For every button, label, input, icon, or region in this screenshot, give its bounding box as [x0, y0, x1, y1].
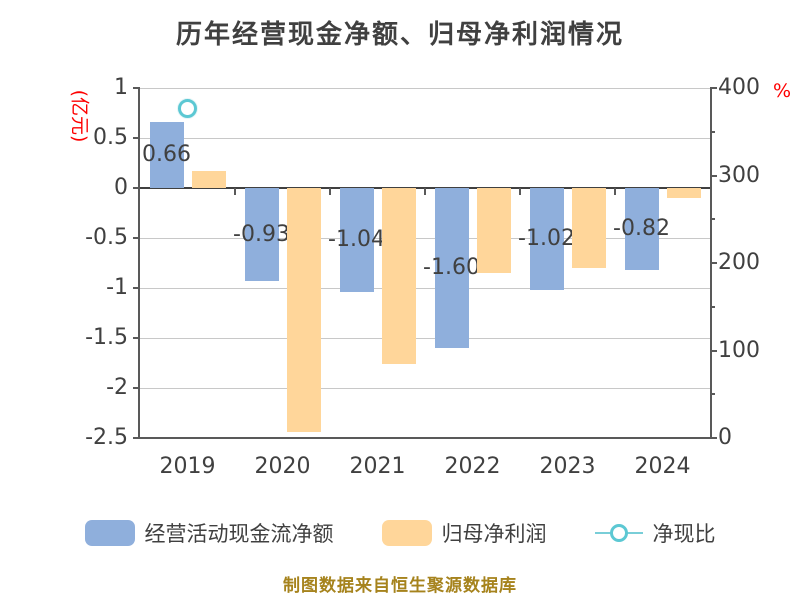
- x-axis-tick: [424, 188, 426, 195]
- right-axis-tick: [710, 349, 717, 352]
- bar-operating-cash-flow: [624, 188, 659, 270]
- bar-net-profit: [191, 171, 226, 188]
- bar-operating-cash-flow: [434, 188, 469, 348]
- bar-operating-cash-flow: [244, 188, 279, 281]
- left-axis-tick-label: -2: [106, 375, 128, 400]
- left-axis-tick-label: -1.5: [85, 325, 128, 350]
- bar-operating-cash-flow: [529, 188, 564, 290]
- x-axis-year-label: 2019: [159, 454, 216, 479]
- grid-line: [140, 87, 710, 89]
- right-axis-minor-tick: [710, 130, 715, 133]
- bar-operating-cash-flow: [149, 122, 184, 188]
- grid-line: [140, 287, 710, 289]
- left-axis-tick: [133, 337, 140, 339]
- legend-item-net-cash-ratio: 净现比: [594, 518, 716, 548]
- bar-value-label: 0.66: [142, 142, 191, 167]
- bar-net-profit: [666, 188, 701, 198]
- left-axis-tick: [133, 187, 140, 189]
- grid-line: [140, 137, 710, 139]
- grid-line: [140, 387, 710, 389]
- legend-label-net-cash-ratio: 净现比: [652, 522, 716, 546]
- bar-net-profit: [286, 188, 321, 432]
- right-axis-tick-label: 100: [718, 337, 760, 363]
- right-axis-tick: [710, 262, 717, 264]
- right-axis-tick-label: 400: [718, 75, 760, 100]
- grid-line: [140, 237, 710, 239]
- bar-value-label: -0.93: [233, 221, 290, 247]
- x-axis-tick: [614, 188, 616, 195]
- right-axis-spine: [710, 87, 712, 439]
- ratio-marker-icon: [609, 524, 628, 542]
- left-axis-tick-label: -2.5: [85, 425, 128, 450]
- bar-value-label: -1.02: [518, 226, 575, 251]
- left-axis-tick-label: -1: [106, 275, 128, 300]
- legend-label-operating-cash-flow: 经营活动现金流净额: [144, 522, 334, 546]
- left-axis-tick-label: 0: [114, 175, 128, 200]
- x-axis-year-label: 2020: [254, 454, 311, 479]
- blue-bar-swatch-icon: [84, 520, 135, 546]
- right-axis-tick: [710, 174, 717, 177]
- right-axis-tick-label: 200: [718, 250, 760, 275]
- left-axis-tick: [133, 287, 140, 289]
- x-axis-year-label: 2024: [634, 454, 691, 479]
- right-axis-minor-tick: [710, 218, 715, 221]
- right-axis-tick-label: 0: [718, 425, 732, 450]
- x-axis-tick: [519, 188, 521, 195]
- legend-label-net-profit: 归母净利润: [441, 522, 547, 546]
- data-source-caption: 制图数据来自恒生聚源数据库: [283, 576, 517, 596]
- left-axis-tick-label: 0.5: [93, 125, 128, 150]
- net-cash-ratio-line-sample: [594, 523, 643, 543]
- right-axis-minor-tick: [710, 393, 715, 396]
- x-axis-year-label: 2023: [539, 454, 596, 479]
- bar-value-label: -1.04: [328, 227, 385, 252]
- bar-value-label: -0.82: [613, 216, 670, 241]
- right-axis-minor-tick: [710, 305, 715, 308]
- left-axis-tick: [133, 137, 140, 139]
- orange-bar-swatch-icon: [381, 520, 432, 546]
- x-axis-tick: [234, 188, 236, 195]
- legend: 经营活动现金流净额 归母净利润 净现比: [0, 518, 800, 548]
- net-cash-ratio-marker: [178, 98, 197, 118]
- bar-value-label: -1.60: [423, 255, 480, 280]
- bar-net-profit: [571, 188, 606, 268]
- right-axis-unit-label: %: [773, 80, 792, 102]
- left-axis-tick: [133, 237, 140, 239]
- bar-net-profit: [476, 188, 511, 273]
- bar-operating-cash-flow: [339, 188, 374, 292]
- grid-line: [140, 337, 710, 339]
- left-axis-tick-label: 1: [114, 75, 128, 100]
- bar-net-profit: [381, 188, 416, 364]
- left-axis-tick: [133, 387, 140, 389]
- left-axis-tick: [133, 437, 140, 439]
- bottom-axis-spine: [138, 437, 712, 439]
- chart-title: 历年经营现金净额、归母净利润情况: [175, 20, 624, 50]
- x-axis-tick: [329, 188, 331, 195]
- x-axis-year-label: 2021: [349, 454, 406, 479]
- legend-item-operating-cash-flow: 经营活动现金流净额: [84, 518, 334, 548]
- x-axis-year-label: 2022: [444, 454, 501, 479]
- left-axis-tick: [133, 87, 140, 89]
- right-axis-tick-label: 300: [718, 162, 760, 188]
- left-axis-spine: [138, 87, 140, 439]
- right-axis-tick: [710, 87, 717, 89]
- legend-item-net-profit: 归母净利润: [381, 518, 547, 548]
- left-axis-tick-label: -0.5: [85, 225, 128, 250]
- right-axis-tick: [710, 437, 717, 439]
